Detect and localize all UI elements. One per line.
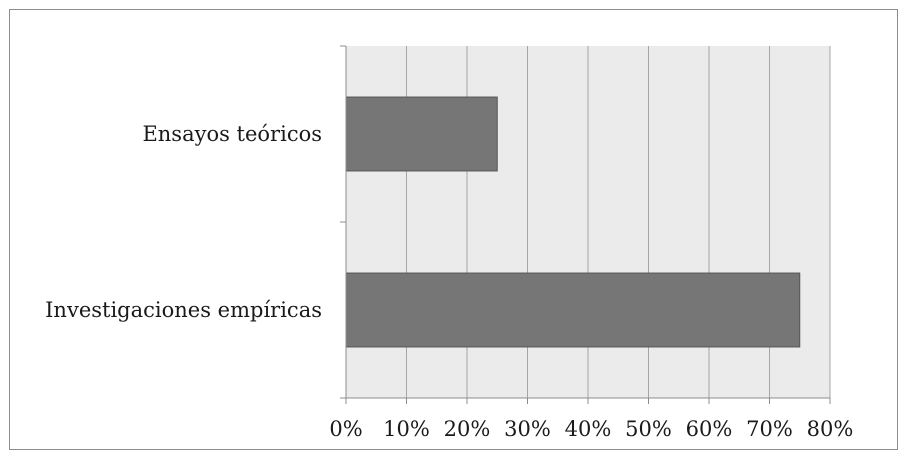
bar (345, 96, 498, 172)
category-label: Investigaciones empíricas (45, 298, 322, 322)
x-tick-label: 40% (565, 417, 612, 441)
x-tick-label: 80% (807, 417, 854, 441)
bar (345, 272, 801, 348)
x-tick-label: 60% (686, 417, 733, 441)
x-tick-label: 30% (504, 417, 551, 441)
x-tick-label: 10% (383, 417, 430, 441)
x-tick-label: 50% (625, 417, 672, 441)
category-label: Ensayos teóricos (142, 122, 322, 146)
x-tick-label: 70% (746, 417, 793, 441)
x-tick-label: 20% (444, 417, 491, 441)
x-tick-label: 0% (329, 417, 362, 441)
